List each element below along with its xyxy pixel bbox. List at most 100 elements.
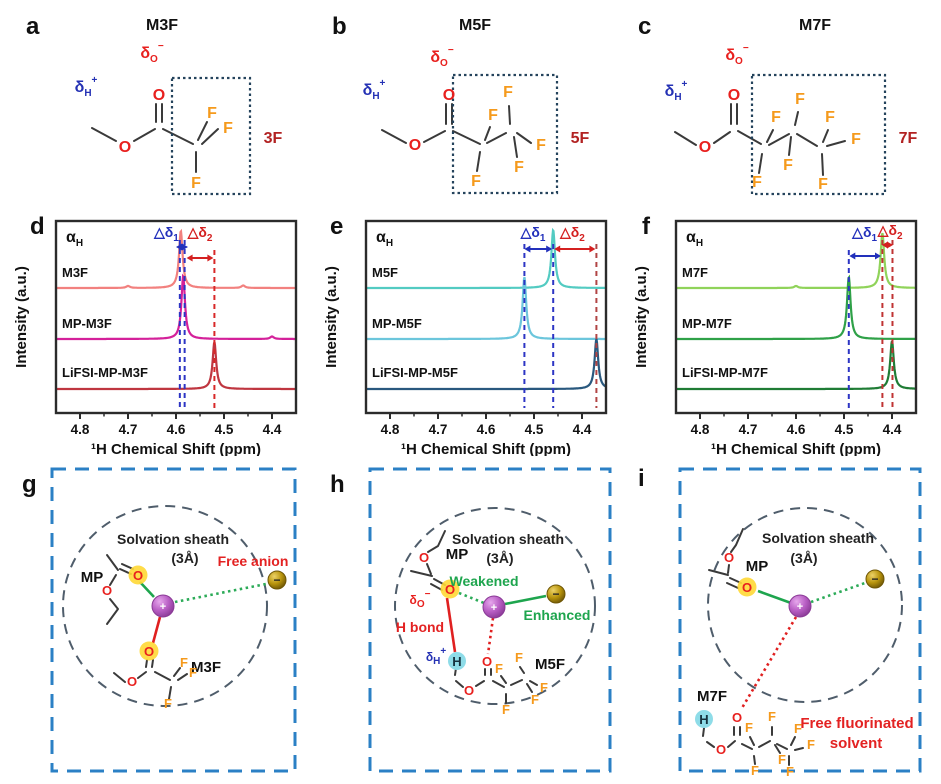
- series-label: M5F: [372, 265, 398, 280]
- enhanced-label: Enhanced: [524, 607, 591, 623]
- delta-h-label: δH+: [363, 78, 386, 102]
- atom-F: F: [778, 752, 786, 767]
- arrowhead-icon: [182, 243, 188, 251]
- x-axis-title: ¹H Chemical Shift (ppm): [711, 441, 881, 456]
- delta-h-label: δH+: [75, 75, 98, 99]
- panel-letter: i: [638, 465, 645, 492]
- li-m3f-coordination-line: [151, 616, 162, 644]
- delta-shift-label: △δ1: [520, 224, 546, 244]
- atom-F: F: [851, 131, 861, 148]
- nmr-chart: M7F MP-M7F LiFSI-MP-M7F △δ1△δ2 αH 4.8 4.7 4.6 4.…: [674, 219, 918, 456]
- sheath-label-line1: Solvation sheath: [452, 531, 564, 547]
- delta-o-label: δO−: [410, 589, 431, 610]
- carbonyl-o-highlight: [737, 577, 757, 597]
- li-anion-dotted-line: [810, 581, 866, 604]
- m5f-molecule: [454, 666, 538, 704]
- series-label: M7F: [682, 265, 708, 280]
- atom-O: O: [102, 583, 112, 598]
- x-tick-label: 4.4: [883, 422, 902, 437]
- delta-shift-label: △δ2: [877, 222, 903, 242]
- nmr-trace-MP-M3F: [56, 273, 296, 341]
- delta-shift-label: △δ2: [187, 224, 213, 244]
- x-tick-label: 4.6: [787, 422, 806, 437]
- nmr-chart: M5F MP-M5F LiFSI-MP-M5F △δ1 △δ2 αH 4.8 4.7 4.6 4.…: [364, 219, 608, 456]
- atom-O: O: [482, 654, 492, 669]
- free-solvent-label-line1: Free fluorinated: [800, 715, 913, 732]
- mp-label: MP: [81, 569, 104, 586]
- li-anion-dotted-line: [174, 582, 267, 604]
- x-tick-label: 4.7: [429, 422, 448, 437]
- atom-O: O: [464, 683, 474, 698]
- series-label: LiFSI-MP-M3F: [62, 365, 148, 380]
- atom-O: O: [409, 137, 421, 154]
- lithium-ion: [482, 595, 506, 619]
- sheath-label-line2: (3Å): [790, 550, 817, 566]
- free-anion-label: Free anion: [218, 553, 289, 569]
- hydrogen-highlight: [448, 652, 466, 670]
- atom-F: F: [745, 720, 753, 735]
- atom-O: O: [742, 580, 752, 595]
- anion: [865, 569, 885, 589]
- x-tick-label: 4.5: [525, 422, 544, 437]
- nmr-chart: M3F MP-M3F LiFSI-MP-M3F △δ1 △δ2 αH 4.8 4.7 4.6 4.…: [54, 219, 298, 456]
- fluorine-box: [170, 76, 252, 196]
- atom-F: F: [189, 665, 197, 680]
- atom-H: H: [699, 712, 708, 727]
- arrowhead-icon: [176, 243, 182, 251]
- arrowhead-icon: [875, 252, 881, 260]
- solvation-sheath-circle: [62, 505, 268, 707]
- nmr-trace-M5F: [366, 227, 606, 290]
- delta-o-label: δO−: [430, 45, 453, 69]
- molecule-title: M3F: [146, 17, 178, 34]
- m3f-molecule: [113, 659, 188, 700]
- atom-F: F: [502, 702, 510, 717]
- lithium-ion: [151, 594, 175, 618]
- atom-F: F: [768, 709, 776, 724]
- m7f-label: M7F: [697, 688, 727, 705]
- x-tick-label: 4.4: [573, 422, 592, 437]
- li-m5f-dotted-line: [486, 617, 495, 655]
- arrowhead-icon: [554, 245, 561, 253]
- x-tick-label: 4.7: [739, 422, 758, 437]
- atom-F: F: [495, 661, 503, 676]
- sheath-label-line2: (3Å): [486, 550, 513, 566]
- atom-H: H: [452, 654, 461, 669]
- series-label: LiFSI-MP-M5F: [372, 365, 458, 380]
- panel-g: g Solvation sheath (3Å) MP M3F Free anio…: [10, 456, 318, 784]
- arrowhead-icon: [546, 245, 553, 253]
- x-tick-label: 4.5: [215, 422, 234, 437]
- atom-F: F: [752, 174, 762, 191]
- atom-O: O: [153, 87, 165, 104]
- m5f-label: M5F: [535, 656, 565, 673]
- atom-O: O: [144, 644, 154, 659]
- alpha-h-label: αH: [686, 229, 703, 249]
- atom-O: O: [419, 550, 429, 565]
- arrowhead-icon: [849, 252, 856, 260]
- x-axis-title: ¹H Chemical Shift (ppm): [401, 441, 571, 456]
- atom-F: F: [818, 176, 828, 193]
- atom-F: F: [825, 109, 835, 126]
- free-solvent-label-line2: solvent: [830, 735, 883, 752]
- anion-charge: −: [871, 572, 878, 586]
- carbonyl-o-highlight: [128, 565, 148, 585]
- atom-O: O: [724, 550, 734, 565]
- mp-molecule: [708, 528, 744, 589]
- nmr-trace-LiFSI-MP-M5F: [366, 338, 607, 391]
- h-bond-label: H bond: [396, 619, 444, 635]
- x-tick-label: 4.6: [477, 422, 496, 437]
- nmr-trace-MP-M7F: [676, 274, 916, 341]
- atom-O: O: [127, 674, 137, 689]
- panel-letter: c: [638, 13, 651, 40]
- atom-O: O: [133, 568, 143, 583]
- panel-letter: g: [22, 471, 37, 498]
- atom-F: F: [488, 107, 498, 124]
- arrowhead-icon: [589, 245, 596, 253]
- atom-F: F: [540, 680, 548, 695]
- atom-O: O: [732, 710, 742, 725]
- m3f-label: M3F: [191, 659, 221, 676]
- atom-F: F: [783, 157, 793, 174]
- solvation-border: [678, 467, 922, 773]
- panel-h: h Solvation sheath (3Å) H MP M5F Weakene…: [320, 456, 628, 784]
